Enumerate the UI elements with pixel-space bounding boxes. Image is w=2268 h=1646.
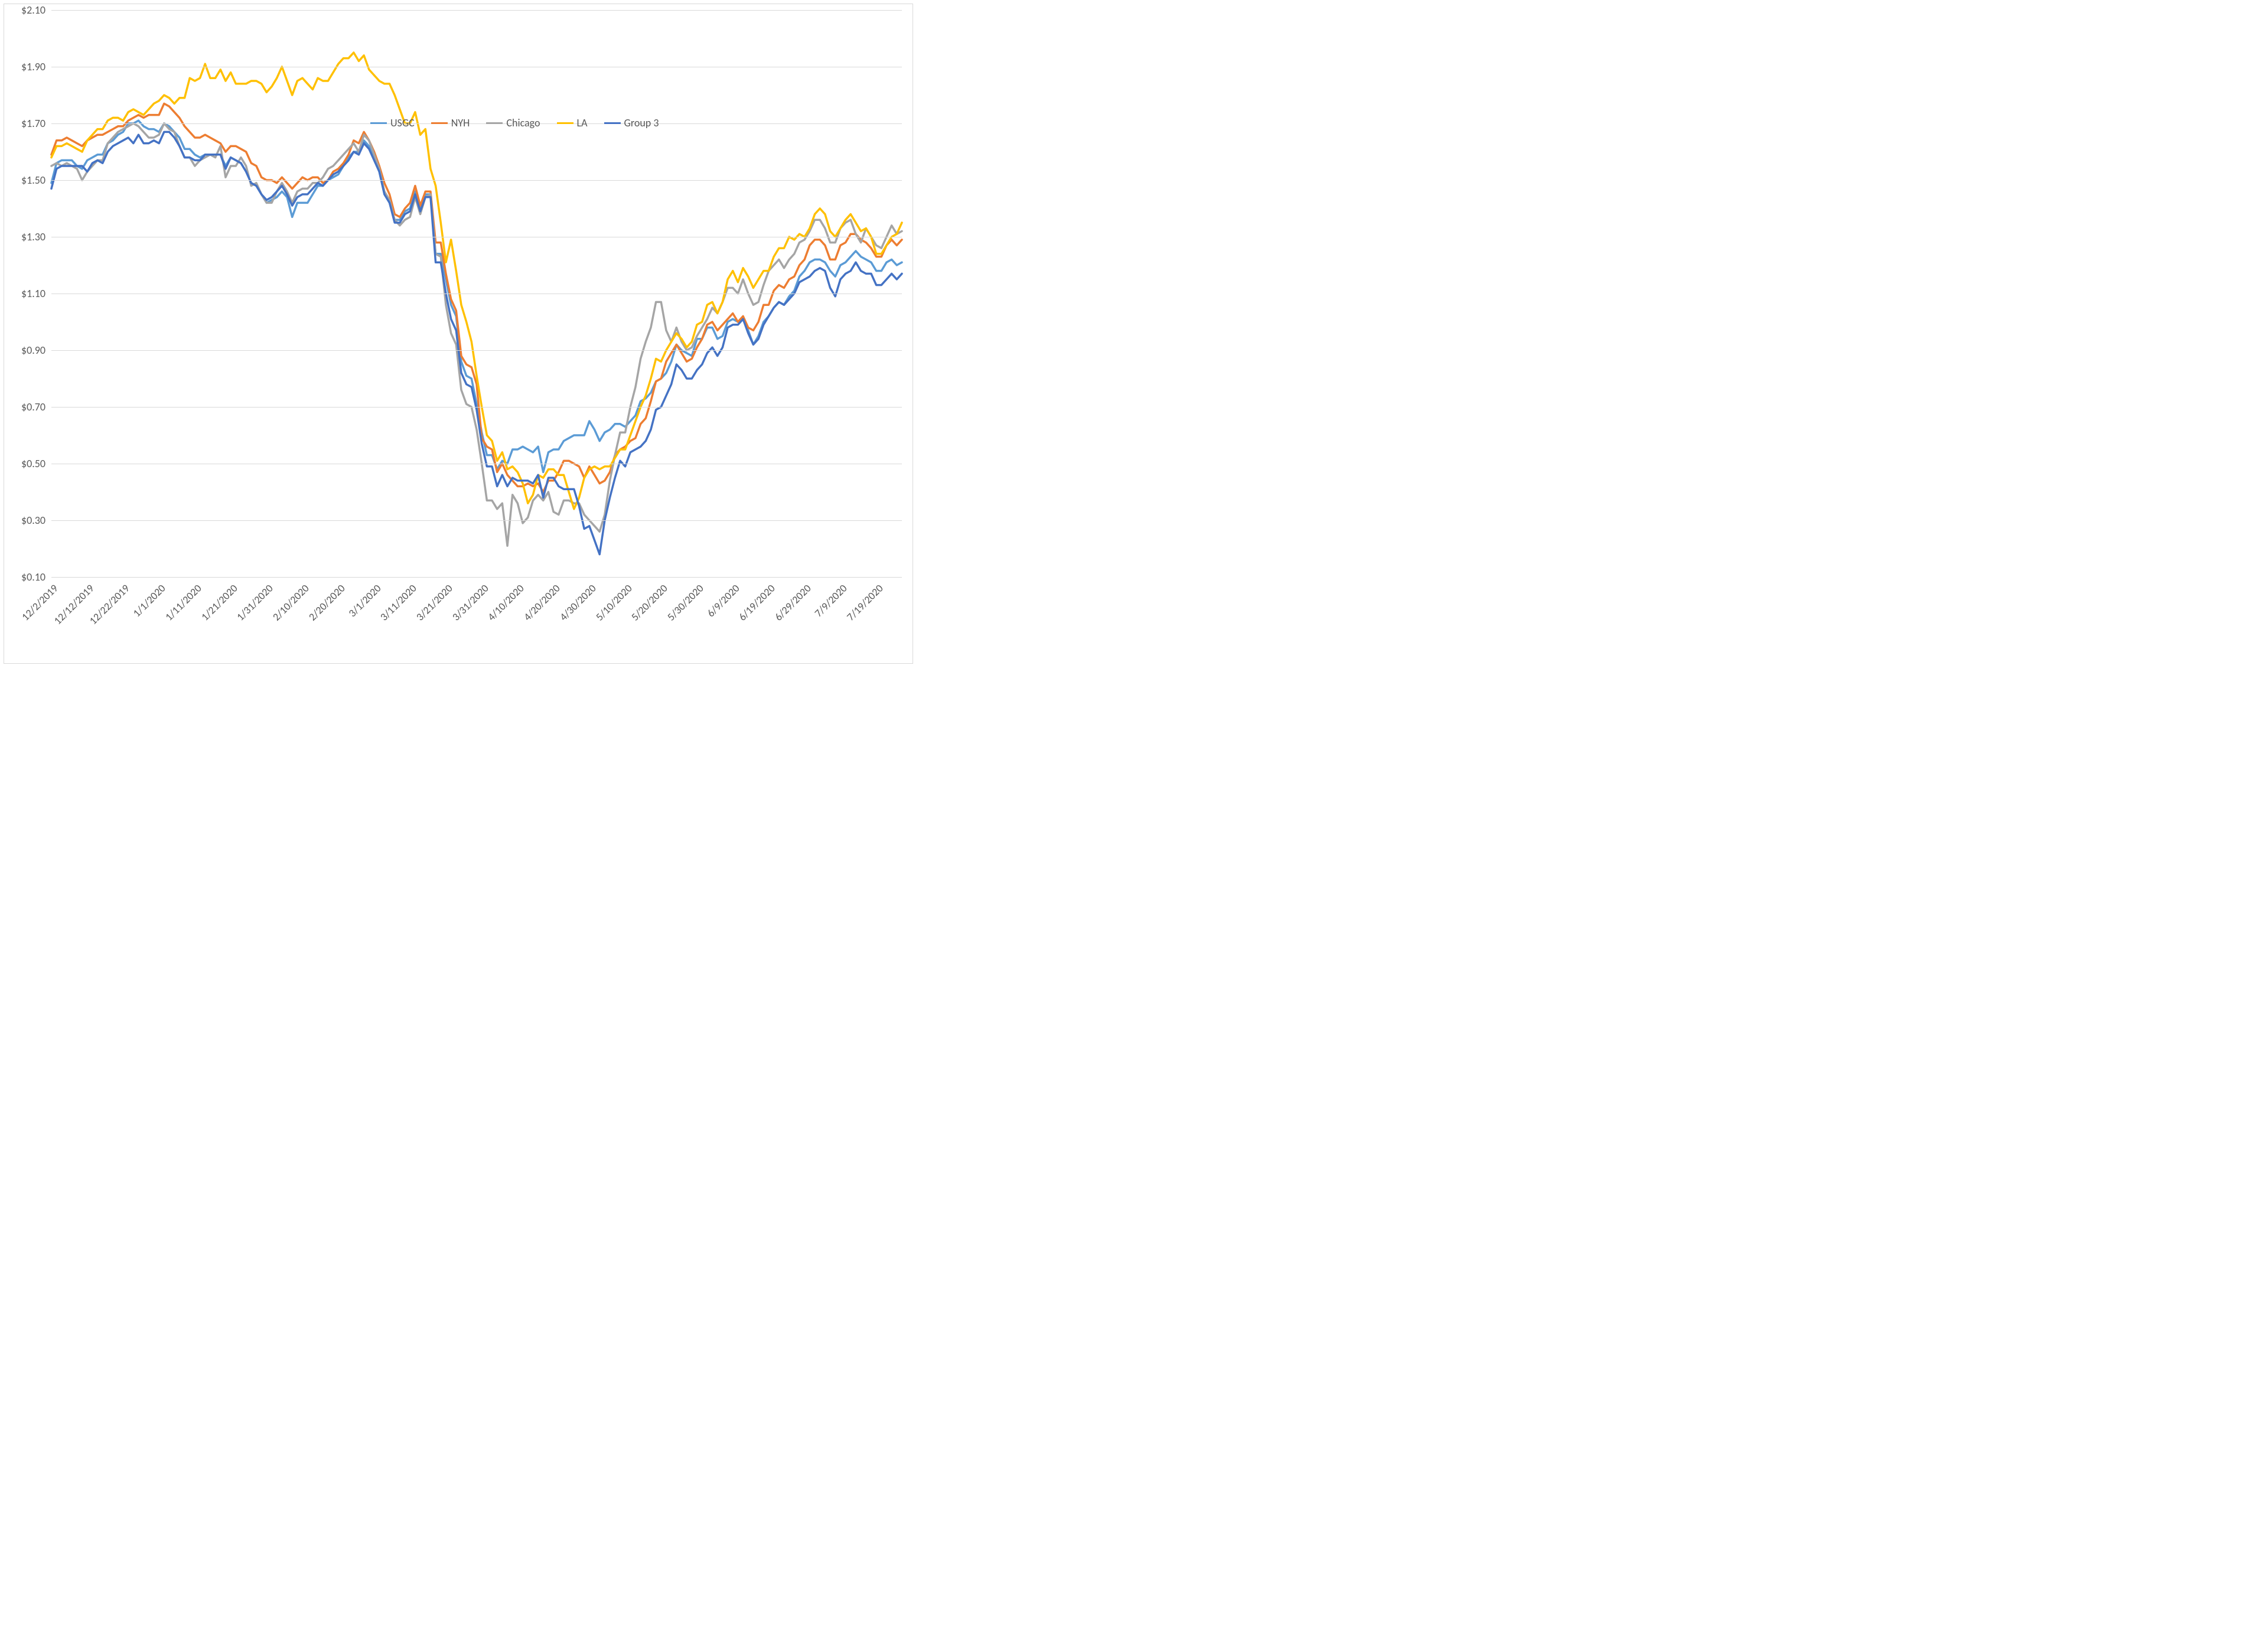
y-tick-label: $1.70 bbox=[4, 117, 45, 130]
legend-label: Chicago bbox=[506, 116, 540, 129]
gridline bbox=[51, 520, 902, 521]
legend-swatch bbox=[557, 122, 573, 124]
legend-item-la: LA bbox=[557, 116, 588, 129]
y-tick-label: $0.50 bbox=[4, 457, 45, 470]
x-tick-label: 7/19/2020 bbox=[844, 582, 886, 624]
series-usgc bbox=[51, 120, 902, 472]
legend-label: NYH bbox=[451, 116, 470, 129]
legend-swatch bbox=[604, 122, 621, 124]
x-tick-label: 2/20/2020 bbox=[306, 582, 348, 624]
legend-label: USGC bbox=[390, 116, 415, 129]
legend-label: Group 3 bbox=[624, 116, 659, 129]
y-tick-label: $2.10 bbox=[4, 4, 45, 17]
x-tick-label: 1/31/2020 bbox=[234, 582, 276, 624]
x-tick-label: 4/30/2020 bbox=[557, 582, 599, 624]
legend-item-nyh: NYH bbox=[431, 116, 470, 129]
gridline bbox=[51, 10, 902, 11]
x-tick-label: 6/29/2020 bbox=[772, 582, 814, 624]
legend-item-chicago: Chicago bbox=[486, 116, 540, 129]
y-tick-label: $0.10 bbox=[4, 571, 45, 584]
x-tick-label: 4/10/2020 bbox=[485, 582, 527, 624]
x-tick-label: 3/31/2020 bbox=[449, 582, 491, 624]
line-chart: Spot Gasoline Prices USGCNYHChicagoLAGro… bbox=[4, 4, 913, 664]
y-tick-label: $1.30 bbox=[4, 230, 45, 243]
legend-label: LA bbox=[577, 116, 588, 129]
y-tick-label: $0.90 bbox=[4, 344, 45, 357]
x-tick-label: 3/11/2020 bbox=[377, 582, 419, 624]
y-tick-label: $1.90 bbox=[4, 60, 45, 73]
x-tick-label: 1/11/2020 bbox=[162, 582, 204, 624]
gridline bbox=[51, 577, 902, 578]
x-tick-label: 5/20/2020 bbox=[628, 582, 670, 624]
legend: USGC NYH Chicago LA Group 3 bbox=[370, 116, 659, 129]
legend-swatch bbox=[370, 122, 387, 124]
legend-item-group-3: Group 3 bbox=[604, 116, 659, 129]
x-tick-label: 6/19/2020 bbox=[736, 582, 778, 624]
x-tick-label: 1/21/2020 bbox=[198, 582, 240, 624]
x-tick-label: 5/30/2020 bbox=[664, 582, 706, 624]
gridline bbox=[51, 180, 902, 181]
x-tick-label: 2/10/2020 bbox=[270, 582, 312, 624]
legend-item-usgc: USGC bbox=[370, 116, 415, 129]
gridline bbox=[51, 350, 902, 351]
series-group-3 bbox=[51, 132, 902, 554]
y-tick-label: $1.10 bbox=[4, 287, 45, 300]
x-tick-label: 5/10/2020 bbox=[593, 582, 635, 624]
y-tick-label: $0.30 bbox=[4, 514, 45, 527]
gridline bbox=[51, 407, 902, 408]
y-tick-label: $0.70 bbox=[4, 400, 45, 413]
x-tick-label: 4/20/2020 bbox=[521, 582, 563, 624]
plot-area bbox=[51, 10, 902, 577]
x-tick-label: 3/21/2020 bbox=[413, 582, 455, 624]
legend-swatch bbox=[431, 122, 448, 124]
series-chicago bbox=[51, 123, 902, 546]
y-tick-label: $1.50 bbox=[4, 174, 45, 187]
legend-swatch bbox=[486, 122, 503, 124]
